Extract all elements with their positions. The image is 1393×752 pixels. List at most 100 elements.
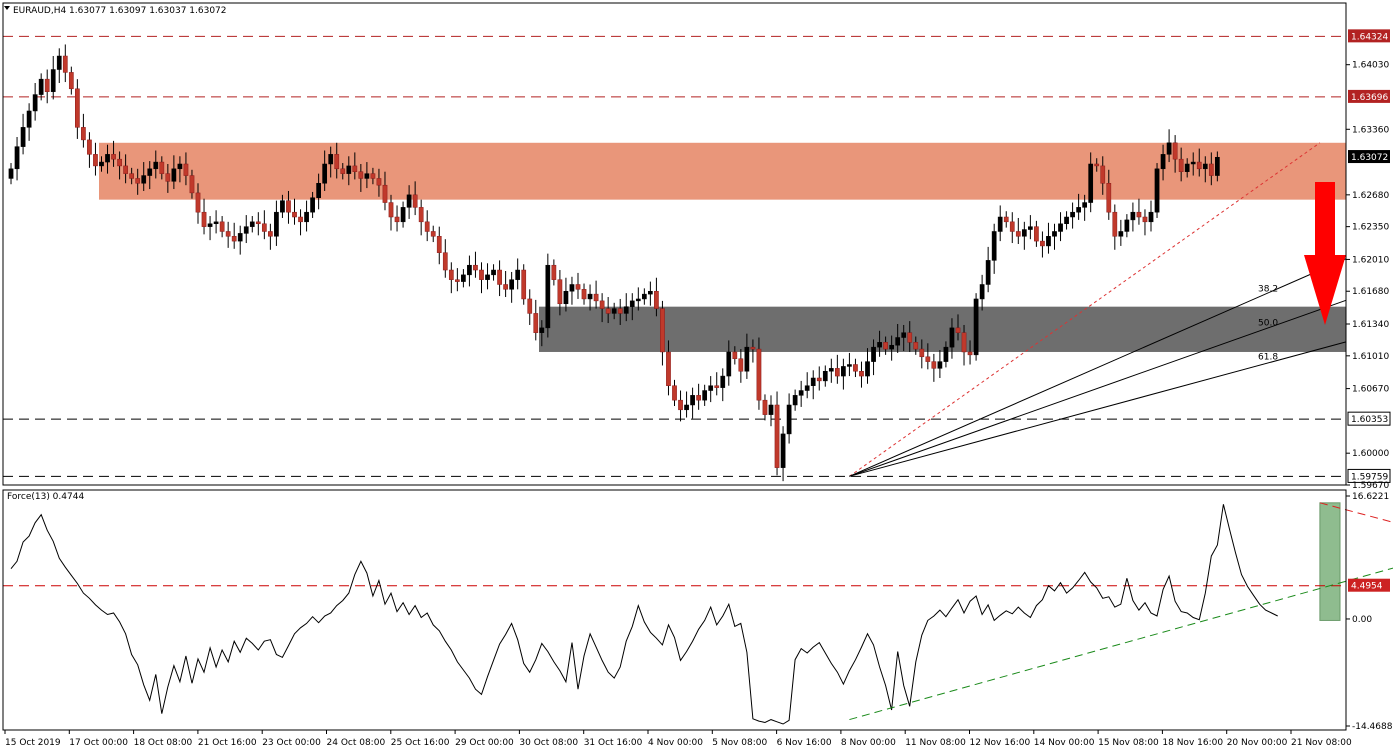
bearish-candle	[617, 308, 623, 314]
bullish-candle	[274, 211, 279, 237]
bearish-candle	[967, 351, 973, 356]
force-y-tick-label: 16.6221	[1352, 492, 1389, 502]
bullish-candle	[1028, 226, 1033, 230]
bullish-candle	[56, 55, 62, 70]
level-tag-label: 1.60353	[1351, 415, 1388, 425]
bullish-candle	[569, 284, 575, 292]
bearish-candle	[424, 221, 430, 232]
bearish-candle	[497, 269, 502, 285]
bearish-candle	[129, 173, 135, 179]
bearish-candle	[195, 192, 201, 213]
bullish-candle	[979, 284, 985, 300]
y-tick-label: 1.61010	[1352, 352, 1389, 362]
bullish-candle	[889, 344, 895, 350]
bullish-candle	[786, 404, 792, 435]
bearish-candle	[81, 127, 86, 141]
bearish-candle	[1034, 226, 1039, 242]
bullish-candle	[141, 175, 147, 184]
bullish-candle	[213, 221, 219, 225]
bullish-candle	[563, 290, 569, 305]
y-tick-label: 1.59670	[1352, 481, 1389, 491]
bearish-candle	[738, 358, 744, 372]
bearish-candle	[925, 356, 931, 362]
bearish-candle	[762, 399, 768, 415]
current-price-tag-bg	[1348, 150, 1390, 164]
level-tag-bg	[1347, 468, 1391, 483]
bearish-candle	[334, 154, 340, 170]
bullish-candle	[895, 337, 901, 346]
bearish-candle	[292, 211, 297, 218]
force-level-tag: 4.4954	[1351, 582, 1383, 592]
bearish-candle	[774, 404, 780, 468]
bullish-candle	[485, 274, 490, 280]
rising-trendline	[849, 567, 1393, 721]
bullish-candle	[280, 200, 285, 213]
force-highlight-box	[1319, 502, 1341, 621]
bullish-candle	[539, 327, 545, 333]
bullish-candle	[515, 269, 521, 280]
bearish-candle	[340, 168, 346, 174]
bearish-candle	[1009, 221, 1015, 232]
bearish-candle	[593, 293, 599, 302]
bearish-candle	[111, 154, 116, 160]
x-tick-label: 31 Oct 16:00	[584, 738, 643, 748]
y-tick-label: 1.62010	[1352, 255, 1389, 265]
bearish-candle	[358, 171, 364, 179]
level-tag-label: 1.59759	[1351, 472, 1388, 482]
force-index-panel	[3, 502, 1393, 725]
bullish-candle	[792, 395, 798, 406]
bullish-candle	[1021, 229, 1027, 237]
bearish-candle	[201, 211, 207, 227]
bullish-candle	[400, 207, 406, 223]
bullish-candle	[865, 361, 870, 377]
bullish-candle	[1070, 211, 1075, 218]
bearish-candle	[678, 399, 683, 411]
level-tag-label: 1.64324	[1351, 32, 1388, 42]
bearish-candle	[473, 264, 478, 271]
bullish-candle	[50, 69, 56, 92]
bullish-candle	[943, 346, 949, 362]
bearish-candle	[442, 252, 448, 271]
collapse-triangle-icon[interactable]	[4, 6, 10, 10]
bearish-candle	[599, 300, 605, 309]
bearish-candle	[219, 221, 225, 232]
bearish-candle	[557, 279, 563, 305]
bearish-candle	[135, 178, 141, 184]
bullish-candle	[237, 233, 243, 242]
level-tag-label: 1.63696	[1351, 93, 1388, 103]
bullish-candle	[871, 346, 876, 362]
bullish-candle	[509, 279, 515, 290]
bullish-candle	[171, 168, 177, 182]
bearish-candle	[732, 351, 738, 359]
y-tick-label: 1.63360	[1352, 125, 1389, 135]
bullish-candle	[648, 290, 653, 295]
bearish-candle	[412, 194, 418, 208]
bullish-candle	[611, 308, 617, 314]
x-tick-label: 11 Nov 08:00	[905, 738, 966, 748]
bullish-candle	[1046, 236, 1051, 247]
x-tick-label: 21 Nov 08:00	[1291, 738, 1352, 748]
fib-baseline	[849, 142, 1321, 477]
price-panel: 38.2 50.0 61.8	[3, 35, 1347, 482]
y-tick-label: 1.61340	[1352, 320, 1389, 330]
x-tick-label: 15 Nov 08:00	[1098, 738, 1159, 748]
bearish-candle	[352, 165, 358, 172]
bullish-candle	[702, 390, 708, 401]
bearish-candle	[87, 139, 92, 155]
bearish-candle	[183, 163, 189, 176]
bearish-candle	[1003, 216, 1009, 223]
bearish-candle	[605, 308, 611, 314]
bullish-candle	[822, 370, 828, 382]
bullish-candle	[635, 298, 641, 302]
fib-fan-label: 50.0	[1258, 318, 1278, 328]
bearish-candle	[394, 216, 400, 223]
force-y-tick-label: -14.4688	[1352, 722, 1393, 732]
bullish-candle	[847, 364, 852, 367]
bullish-candle	[804, 385, 810, 391]
bullish-candle	[207, 223, 213, 227]
bullish-candle	[328, 154, 334, 165]
x-tick-label: 23 Oct 00:00	[262, 738, 321, 748]
fib-fan-line	[849, 299, 1347, 477]
bearish-candle	[225, 231, 231, 237]
